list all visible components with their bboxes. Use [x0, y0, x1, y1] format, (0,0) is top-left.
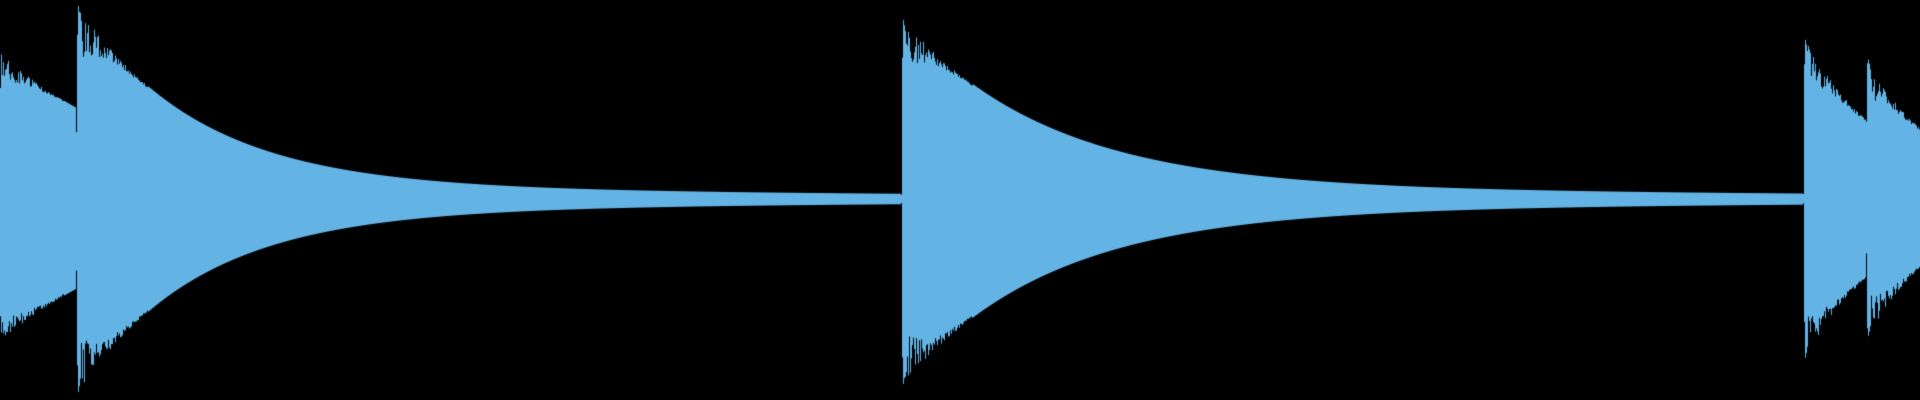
waveform-display[interactable]	[0, 0, 1920, 400]
waveform-canvas[interactable]	[0, 0, 1920, 400]
